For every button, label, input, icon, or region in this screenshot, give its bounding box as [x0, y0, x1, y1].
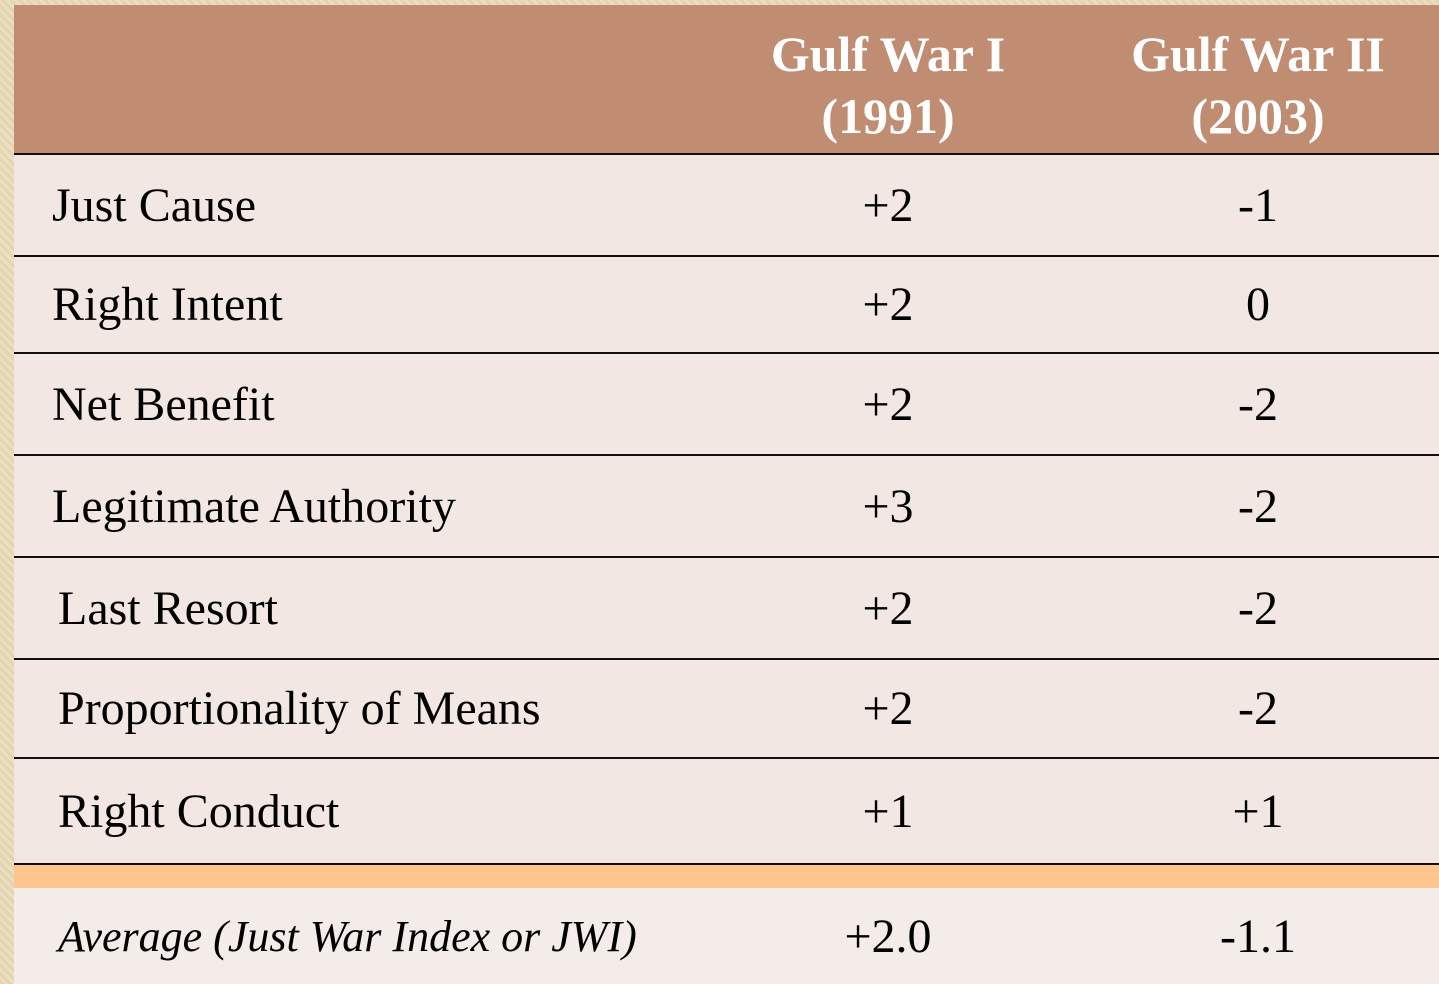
- cell: +2: [862, 682, 914, 735]
- cell: +2: [862, 178, 914, 232]
- separator-strip: [14, 863, 1439, 888]
- cell: -2: [1238, 682, 1278, 735]
- cell: +1: [862, 784, 914, 838]
- row-label: Net Benefit: [52, 377, 275, 431]
- cell: +1: [1232, 784, 1284, 838]
- table-row: Right Intent +2 0: [14, 255, 1439, 352]
- table-row: Just Cause +2 -1: [14, 153, 1439, 255]
- cell: +3: [862, 479, 914, 533]
- cell: -2: [1238, 581, 1278, 635]
- row-label: Legitimate Authority: [52, 479, 456, 533]
- column-name: Gulf War II: [1131, 26, 1385, 82]
- column-header: Gulf War II (2003): [1078, 23, 1438, 147]
- cell: +2: [862, 278, 914, 331]
- column-header: Gulf War I (1991): [708, 23, 1068, 147]
- average-row: Average (Just War Index or JWI) +2.0 -1.…: [14, 888, 1439, 984]
- row-label: Right Conduct: [58, 784, 340, 838]
- row-label: Proportionality of Means: [58, 682, 541, 735]
- cell: 0: [1246, 278, 1270, 331]
- cell: +2.0: [844, 909, 932, 963]
- row-label: Just Cause: [52, 178, 256, 232]
- cell: +2: [862, 581, 914, 635]
- header-row: Gulf War I (1991) Gulf War II (2003): [14, 5, 1439, 153]
- table-row: Right Conduct +1 +1: [14, 757, 1439, 863]
- table: Gulf War I (1991) Gulf War II (2003) Ave…: [14, 5, 1439, 984]
- row-label: Right Intent: [52, 278, 283, 331]
- table-row: Net Benefit +2 -2: [14, 352, 1439, 454]
- cell: -1: [1238, 178, 1278, 232]
- row-label: Last Resort: [58, 581, 278, 635]
- cell: -2: [1238, 377, 1278, 431]
- cell: -1.1: [1220, 909, 1296, 963]
- table-row: Proportionality of Means +2 -2: [14, 658, 1439, 757]
- column-period: (1991): [821, 88, 955, 144]
- cell: -2: [1238, 479, 1278, 533]
- column-name: Gulf War I: [770, 26, 1006, 82]
- table-row: Legitimate Authority +3 -2: [14, 454, 1439, 556]
- table-row: Last Resort +2 -2: [14, 556, 1439, 658]
- row-label: Average (Just War Index or JWI): [58, 911, 637, 961]
- column-period: (2003): [1191, 88, 1325, 144]
- cell: +2: [862, 377, 914, 431]
